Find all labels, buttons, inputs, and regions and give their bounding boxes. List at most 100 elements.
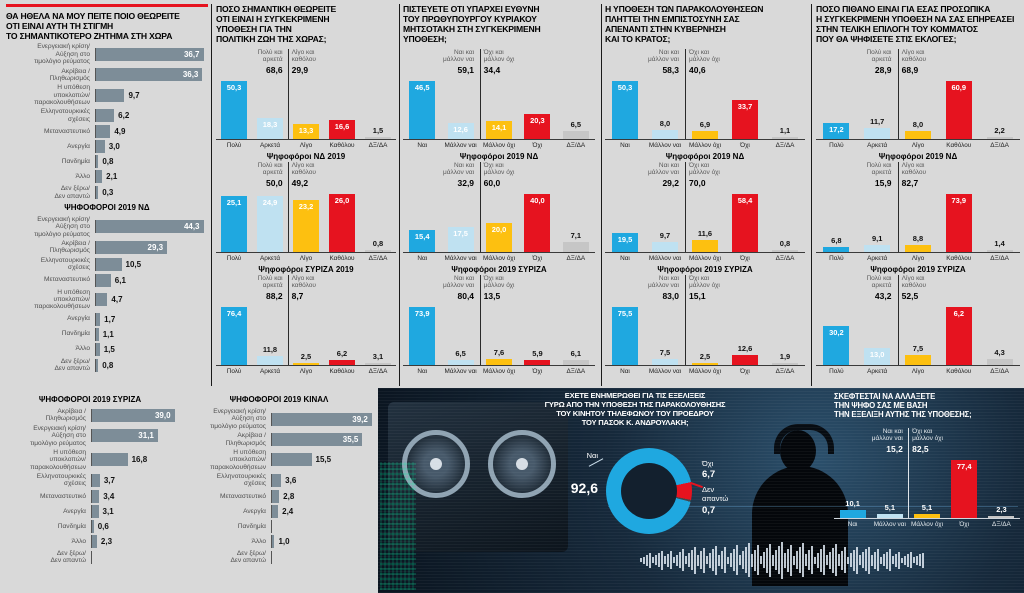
issue-label: Πανδημία <box>237 522 266 530</box>
column-divider <box>211 4 212 386</box>
bar-slot: 50,3 <box>605 77 645 139</box>
bar-value-label: 18,3 <box>262 119 278 129</box>
issue-value-label: 16,8 <box>131 455 148 465</box>
category-label: Λίγο <box>911 254 925 262</box>
bar <box>652 129 678 139</box>
issue-bar-track: 0,6 <box>91 519 178 533</box>
bar <box>986 249 1013 252</box>
hud-line <box>608 506 1018 507</box>
issue-value-label: 2,8 <box>283 491 295 501</box>
group-summary-left: Ναι και μάλλον ναι 58,3 <box>605 49 679 75</box>
issue-row: Δεν ξέρω/ Δεν απαντώ <box>2 550 178 565</box>
responsibility-charts: Ναι και μάλλον ναι 59,1 Όχι και μάλλον όχι… <box>403 48 595 375</box>
category-label: Λίγο <box>299 254 313 262</box>
group-summary-left: Ναι και μάλλον ναι 59,1 <box>403 49 474 75</box>
bar-value-label: 20,3 <box>530 115 545 125</box>
panel-important-issue: ΘΑ ΗΘΕΛΑ ΝΑ ΜΟΥ ΠΕΙΤΕ ΠΟΙΟ ΘΕΩΡΕΙΤΕ ΟΤΙ … <box>6 4 208 374</box>
poll-bar-chart: Ψηφοφόροι 2019 ΣΥΡΙΖΑ Ναι και μάλλον ναι 8… <box>403 265 595 375</box>
bar-slot: 46,5 <box>403 77 441 139</box>
issue-label: Δεν ξέρω/ Δεν απαντώ <box>50 549 86 565</box>
issue-row: Ενεργειακή κρίση/ Αύξηση στο τιμολόγιο ρ… <box>6 216 208 238</box>
bar-slot: 16,6 <box>324 77 360 139</box>
bar <box>293 199 319 252</box>
chart-category-labels: Ναι Μάλλον ναι Μάλλον όχι Όχι ΔΞ/ΔΑ <box>403 255 595 262</box>
issue-bar-track: 3,6 <box>271 473 376 487</box>
chart-subgroup-header: Ψηφοφόροι 2019 ΣΥΡΙΖΑ <box>451 264 547 274</box>
bar <box>612 232 638 252</box>
bar <box>486 120 513 139</box>
group-summary-right: Όχι και μάλλον όχι 34,4 <box>484 49 592 75</box>
bar <box>524 359 551 365</box>
bar-value-label: 40,0 <box>530 195 545 205</box>
chart-group-summary: Πολύ και αρκετά 43,2 Λίγο και καθόλου 52,5 <box>816 275 1020 303</box>
chart-plot-area: 50,3 8,0 6,9 33,7 1,1 <box>605 48 805 140</box>
issue-value-label: 1,7 <box>104 314 116 324</box>
bar-slot: 25,1 <box>216 190 252 252</box>
bar-slot: 7,5 <box>645 303 685 365</box>
poll-bar-chart: Πολύ και αρκετά 68,6 Λίγο και καθόλου 29,9 5… <box>216 48 396 149</box>
issue-label: Μεταναστευτικό <box>43 276 90 284</box>
bar <box>839 509 866 518</box>
issue-value-label: 39,0 <box>154 410 171 420</box>
group-summary-label: Λίγο και καθόλου <box>901 48 927 64</box>
group-summary-value: 82,5 <box>912 443 929 454</box>
bar-value-label: 0,8 <box>779 238 791 248</box>
issue-row: Η υπόθεση υποκλοπών/ παρακολουθήσεων 9,7 <box>6 84 208 106</box>
chart-category-labels: Ναι Μάλλον ναι Μάλλον όχι Όχι ΔΞ/ΔΑ <box>403 142 595 149</box>
issue-row: Δεν ξέρω/ Δεν απαντώ 0,3 <box>6 185 208 200</box>
issue-bar <box>96 109 115 123</box>
group-summary-value: 43,2 <box>874 290 892 301</box>
category-label: Ναι <box>417 141 428 149</box>
bar <box>365 249 391 252</box>
bar-value-label: 7,1 <box>570 230 582 240</box>
bar-value-label: 17,2 <box>829 124 844 134</box>
chart-category-labels: Ναι Μάλλον ναι Μάλλον όχι Όχι ΔΞ/ΔΑ <box>605 142 805 149</box>
chart-subgroup-header: Ψηφοφόροι 2019 ΝΔ <box>878 151 958 161</box>
issue-label: Άλλο <box>251 537 266 545</box>
bar <box>914 513 940 518</box>
poll-bar-chart: Ψηφοφόροι 2019 ΝΔ Πολύ και αρκετά 15,9 Λίγο… <box>816 152 1020 262</box>
group-summary-left: Πολύ και αρκετά 68,6 <box>216 49 283 75</box>
panel-title: ΕΧΕΤΕ ΕΝΗΜΕΡΩΘΕΙ ΓΙΑ ΤΙΣ ΕΞΕΛΙΞΕΙΣ ΓΥΡΩ … <box>544 391 726 427</box>
chart-plot-area: 46,5 12,6 14,1 20,3 6,5 <box>403 48 595 140</box>
group-summary-value: 32,9 <box>457 177 475 188</box>
bar-value-label: 12,6 <box>453 124 468 134</box>
issue-label: Ακρίβεια / Πληθωρισμός <box>45 408 86 423</box>
bar <box>904 244 931 252</box>
issue-value-label: 2,3 <box>100 536 113 546</box>
issue-bar <box>96 257 122 271</box>
bar-slot: 0,8 <box>360 190 396 252</box>
issue-chart-syriza-voters: ΨΗΦΟΦΟΡΟΙ 2019 ΣΥΡΙΖΑ Ακρίβεια / Πληθωρισ… <box>2 395 178 565</box>
group-summary-value: 34,4 <box>483 64 501 75</box>
category-label: Καθόλου <box>946 367 972 375</box>
category-label: Καθόλου <box>329 367 355 375</box>
bar <box>876 513 903 518</box>
chart-subgroup-header: Ψηφοφόροι ΣΥΡΙΖΑ 2019 <box>258 264 354 274</box>
issue-bar <box>96 88 125 102</box>
bar-value-label: 12,6 <box>737 343 753 353</box>
bar-value-label: 5,1 <box>884 502 896 512</box>
bar-value-label: 1,9 <box>779 351 791 361</box>
bar-slot: 6,5 <box>441 303 479 365</box>
bar-value-label: 0,8 <box>372 238 384 248</box>
chart-group-summary: Ναι και μάλλον ναι 58,3 Όχι και μάλλον όχι… <box>605 49 805 77</box>
group-divider-line <box>479 48 481 139</box>
category-label: Μάλλον όχι <box>689 367 721 375</box>
bar-value-label: 23,2 <box>298 201 314 211</box>
silhouette-head <box>780 430 816 472</box>
bar-value-label: 60,9 <box>951 82 967 92</box>
poll-bar-chart: Ναι και μάλλον ναι 58,3 Όχι και μάλλον όχι… <box>605 48 805 149</box>
group-divider-line <box>288 48 289 139</box>
group-summary-left: Πολύ και αρκετά 50,0 <box>216 162 283 188</box>
issue-value-label: 9,7 <box>128 90 140 100</box>
category-label: Όχι <box>740 141 750 149</box>
group-summary-label: Πολύ και αρκετά <box>866 274 892 290</box>
category-label: Αρκετά <box>867 367 888 375</box>
bar-value-label: 3,1 <box>372 351 384 361</box>
issue-value-label: 3,7 <box>103 475 115 485</box>
bar-value-label: 1,5 <box>372 125 384 135</box>
informed-donut-chart: Ναι 92,6 Όχι 6,7 Δεν απαντώ 0,7 <box>518 432 752 554</box>
panel-title: ΠΟΣΟ ΣΗΜΑΝΤΙΚΗ ΘΕΩΡΕΙΤΕ ΟΤΙ ΕΙΝΑΙ Η ΣΥΓΚ… <box>216 4 337 45</box>
chart-category-labels: Ναι Μάλλον ναι Μάλλον όχι Όχι ΔΞ/ΔΑ <box>834 521 1020 528</box>
category-label: ΔΞ/ΔΑ <box>990 367 1009 375</box>
